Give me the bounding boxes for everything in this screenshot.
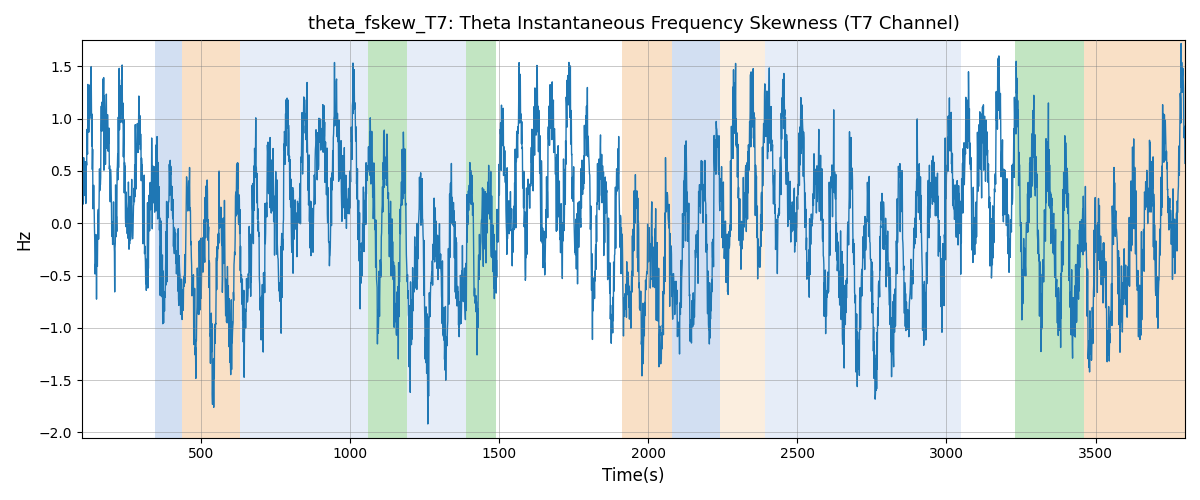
Bar [720, 40, 764, 438]
Bar [407, 40, 467, 438]
Bar [851, 40, 905, 438]
Bar [320, 40, 368, 438]
Y-axis label: Hz: Hz [14, 228, 32, 250]
Title: theta_fskew_T7: Theta Instantaneous Frequency Skewness (T7 Channel): theta_fskew_T7: Theta Instantaneous Freq… [307, 15, 959, 34]
Bar [905, 40, 961, 438]
Bar [1015, 40, 1084, 438]
Bar [368, 40, 407, 438]
Bar [467, 40, 497, 438]
Bar [764, 40, 809, 438]
X-axis label: Time(s): Time(s) [602, 467, 665, 485]
Bar [1084, 40, 1186, 438]
Bar [284, 40, 320, 438]
Bar [181, 40, 240, 438]
Bar [155, 40, 181, 438]
Bar [809, 40, 851, 438]
Bar [672, 40, 720, 438]
Bar [622, 40, 672, 438]
Bar [240, 40, 284, 438]
